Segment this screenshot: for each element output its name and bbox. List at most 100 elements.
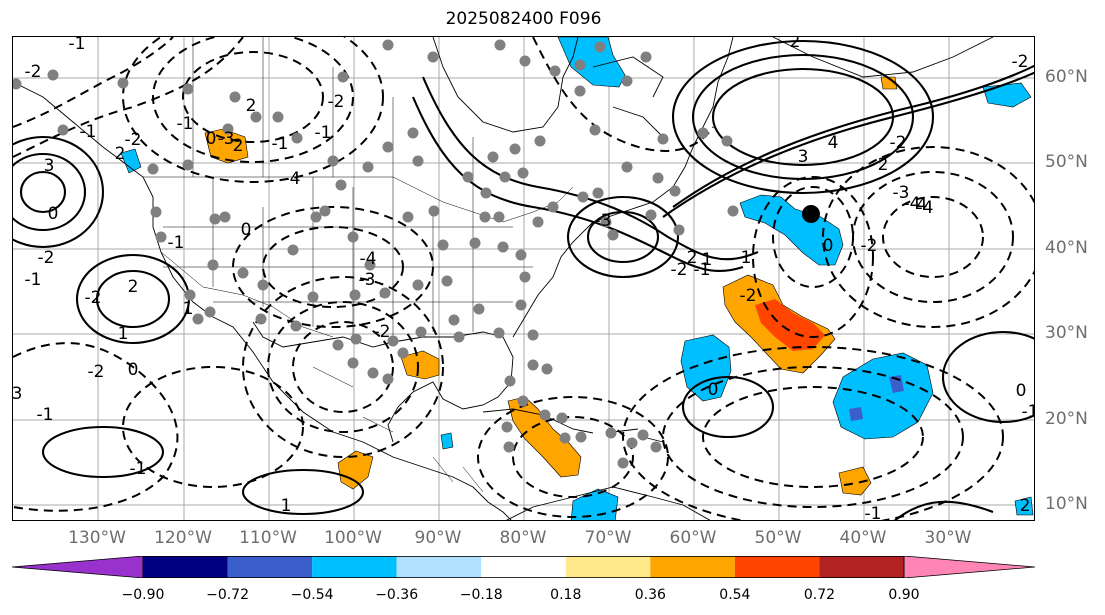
positive-contour-north-atlantic-high xyxy=(671,39,935,195)
station-dot xyxy=(501,421,513,433)
contour-label: 2 xyxy=(128,277,139,297)
station-dot xyxy=(519,55,531,67)
negative-anomaly-region xyxy=(680,334,732,402)
station-dot xyxy=(347,357,359,369)
negative-contour-east-pacific xyxy=(122,366,304,488)
negative-contour-pacific-low xyxy=(122,37,384,183)
colorbar-tick-label: 0.36 xyxy=(634,587,666,603)
longitude-label: 90°W xyxy=(414,528,462,548)
positive-anomaly-region xyxy=(838,466,872,496)
station-dot xyxy=(437,239,449,251)
contour-label: -1 xyxy=(168,233,185,253)
longitude-label: 70°W xyxy=(584,528,632,548)
contour-label: 2 xyxy=(246,96,257,116)
anomaly-shading xyxy=(120,37,1034,520)
colorbar-extend-low xyxy=(11,556,144,578)
station-dot xyxy=(594,41,606,53)
station-dot xyxy=(412,279,424,291)
station-dot xyxy=(57,124,69,136)
colorbar-bin xyxy=(650,556,735,578)
station-dot xyxy=(527,359,539,371)
longitude-label: 60°W xyxy=(669,528,717,548)
latitude-label: 30°N xyxy=(1045,323,1088,343)
station-dot xyxy=(150,206,162,218)
station-dot xyxy=(155,231,167,243)
negative-anomaly-region xyxy=(1014,496,1034,516)
contour-label: -2 xyxy=(740,286,757,306)
station-dot xyxy=(721,135,733,147)
station-dot xyxy=(209,213,221,225)
station-dot xyxy=(402,211,414,223)
station-dot xyxy=(350,333,362,345)
colorbar-bin xyxy=(143,556,228,578)
colorbar-tick-label: 0.90 xyxy=(888,587,920,603)
negative-contour-gulf-low xyxy=(292,321,394,413)
station-dot xyxy=(527,329,539,341)
station-dot xyxy=(504,375,516,387)
station-dot xyxy=(479,211,491,223)
positive-contour-ridge xyxy=(412,96,744,273)
station-dot xyxy=(727,205,739,217)
station-dot xyxy=(204,306,216,318)
station-dot xyxy=(427,51,439,63)
negative-anomaly-region xyxy=(557,37,626,88)
map-canvas: 3-1-2-1222-3-4-2-1-1-10-2-1-2-101-4-3-22… xyxy=(13,37,1035,520)
station-dot xyxy=(645,209,657,221)
station-dot xyxy=(547,201,559,213)
contour-label: -1 xyxy=(25,270,42,290)
station-dot xyxy=(559,432,571,444)
station-dot xyxy=(367,367,379,379)
colorbar-tick-label: −0.18 xyxy=(459,587,503,603)
canada-province-lines xyxy=(192,37,474,212)
station-dot xyxy=(287,244,299,256)
contour-label: -2 xyxy=(25,62,42,82)
contour-label: -2 xyxy=(1012,52,1029,72)
contour-label: -4 xyxy=(917,198,934,218)
station-dot xyxy=(541,363,553,375)
station-dot xyxy=(621,75,633,87)
contour-label: -4 xyxy=(904,194,921,214)
station-dot xyxy=(382,39,394,51)
station-dot xyxy=(327,155,339,167)
colorbar-extend-high xyxy=(903,556,1036,578)
station-dot xyxy=(574,59,586,71)
negative-contour-caribbean xyxy=(512,416,634,498)
station-dot xyxy=(519,271,531,283)
station-dot xyxy=(337,71,349,83)
contour-label: 2 xyxy=(115,144,126,164)
pacific-coastline xyxy=(13,81,512,520)
strong-negative-anomaly-region xyxy=(849,407,863,421)
station-dot xyxy=(255,313,267,325)
canada-arctic-islands xyxy=(592,56,664,138)
contour-label: -1 xyxy=(315,123,332,143)
contour-label: -4 xyxy=(911,195,928,215)
station-dot xyxy=(219,211,231,223)
contour-label: -2 xyxy=(861,236,878,256)
station-dot xyxy=(473,303,485,315)
colorbar-tick-label: 0.72 xyxy=(803,587,836,603)
contour-label: -4 xyxy=(360,249,377,269)
contour-label: -2 xyxy=(328,92,345,112)
station-dot xyxy=(497,241,509,253)
station-dot xyxy=(657,133,669,145)
station-dot xyxy=(575,431,587,443)
colorbar-tick-label: −0.90 xyxy=(121,587,165,603)
station-dot xyxy=(250,111,262,123)
station-dot xyxy=(397,347,409,359)
station-dot xyxy=(412,155,424,167)
longitude-label: 110°W xyxy=(239,528,297,548)
colorbar xyxy=(11,556,1036,578)
positive-anomaly-region xyxy=(337,450,374,490)
positive-contour-jet-band xyxy=(662,71,1034,218)
colorbar-bin xyxy=(734,556,820,578)
contour-label: -3 xyxy=(218,129,235,149)
negative-contour-plains xyxy=(232,206,434,328)
contour-label: 3 xyxy=(44,156,55,176)
contour-label: -1 xyxy=(1022,402,1035,422)
station-dot xyxy=(291,132,303,144)
positive-contour-west-high xyxy=(13,152,87,232)
hudson-bay-coast xyxy=(432,37,579,133)
zero-contour-subtropics xyxy=(941,330,1034,424)
negative-contour-pacific-low xyxy=(182,51,324,143)
contour-label: 0 xyxy=(206,129,217,149)
